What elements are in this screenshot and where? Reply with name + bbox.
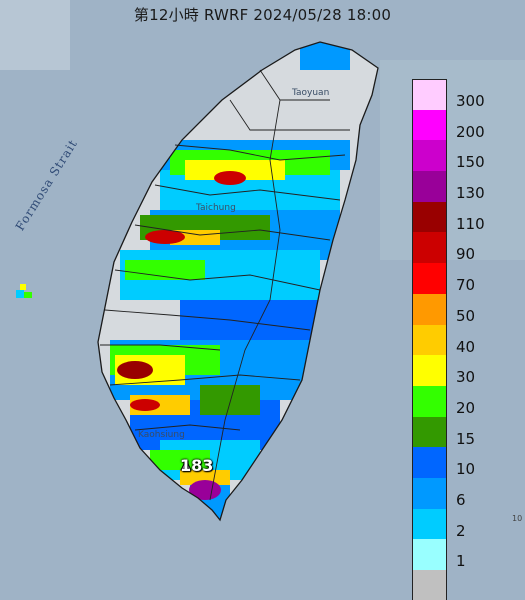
max-value-label: 183 <box>180 456 214 475</box>
coastline <box>97 41 379 522</box>
legend-row: 1 <box>412 539 522 570</box>
county-borders <box>100 69 350 501</box>
legend-label: 15 <box>456 429 476 448</box>
legend-row: 30 <box>412 355 522 386</box>
legend-swatch <box>412 477 447 509</box>
legend-label: 90 <box>456 245 476 264</box>
legend-row: 200 <box>412 109 522 141</box>
legend-label: 6 <box>456 490 466 509</box>
place-label-kaohsiung: Kaohsiung <box>138 430 185 440</box>
place-label-taichung: Taichung <box>196 203 236 213</box>
legend-label: 200 <box>456 122 485 141</box>
legend-label: 50 <box>456 306 476 325</box>
legend-row: 130 <box>412 171 522 202</box>
corner-label: 10 <box>512 514 523 523</box>
rain-red-areas <box>117 171 246 500</box>
sea-shading <box>380 60 525 260</box>
legend-row: 40 <box>412 324 522 356</box>
penghu-islands <box>16 284 32 298</box>
legend-swatch <box>412 109 447 141</box>
legend-swatch <box>412 355 447 386</box>
color-legend: 300 200 150 130 110 90 70 50 40 30 20 15 10 6 2 1 <box>412 79 522 600</box>
legend-swatch <box>412 79 447 110</box>
legend-label: 110 <box>456 214 485 233</box>
legend-swatch <box>412 201 447 233</box>
legend-row: 70 <box>412 263 522 294</box>
legend-swatch <box>412 570 447 600</box>
legend-swatch <box>412 293 447 325</box>
legend-label: 130 <box>456 184 485 203</box>
legend-row: 2 <box>412 508 522 540</box>
legend-swatch <box>412 539 447 570</box>
legend-row: 6 <box>412 477 522 509</box>
legend-swatch <box>412 447 447 478</box>
legend-row: 90 <box>412 232 522 263</box>
place-label-taoyuan: Taoyuan <box>292 88 330 98</box>
legend-label: 2 <box>456 521 466 540</box>
legend-row: 150 <box>412 140 522 171</box>
legend-row: 110 <box>412 201 522 233</box>
legend-label: 40 <box>456 337 476 356</box>
legend-swatch <box>412 263 447 294</box>
legend-swatch <box>412 140 447 172</box>
legend-swatch <box>412 232 447 264</box>
legend-row: 50 <box>412 293 522 325</box>
legend-label: 30 <box>456 368 476 387</box>
china-coast <box>0 0 70 70</box>
legend-row: 10 <box>412 447 522 478</box>
legend-row: 15 <box>412 416 522 448</box>
legend-label: 300 <box>456 92 485 110</box>
legend-label: 150 <box>456 153 485 172</box>
legend-swatch <box>412 385 447 417</box>
legend-label: 20 <box>456 398 476 417</box>
legend-swatch <box>412 324 447 356</box>
legend-row: 300 <box>412 79 522 110</box>
legend-row: 20 <box>412 385 522 417</box>
legend-label: 1 <box>456 552 466 571</box>
max-marker-icon <box>180 458 192 471</box>
legend-swatch <box>412 508 447 540</box>
legend-swatch <box>412 416 447 448</box>
legend-label: 10 <box>456 460 476 479</box>
legend-swatch <box>412 171 447 202</box>
legend-row <box>412 570 522 600</box>
map-title: 第12小時 RWRF 2024/05/28 18:00 <box>133 6 392 24</box>
legend-label: 70 <box>456 276 476 295</box>
